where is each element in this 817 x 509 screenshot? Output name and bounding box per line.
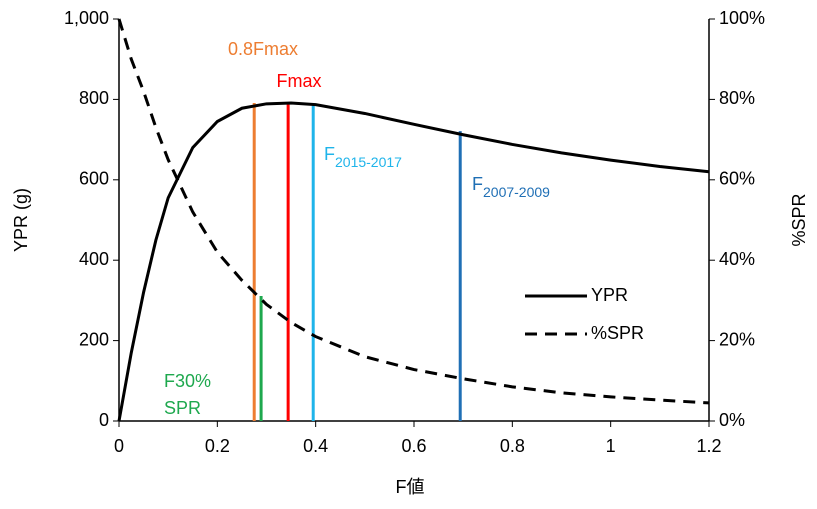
y-axis-label: YPR (g) <box>11 188 31 252</box>
x-axis-label: F値 <box>396 477 425 497</box>
marker-label-main: F <box>324 144 335 164</box>
legend-label: YPR <box>591 285 628 305</box>
y-tick-label: 600 <box>79 169 109 189</box>
series-line <box>117 101 710 422</box>
y2-tick-label: 100% <box>719 8 765 28</box>
marker-label: F2015-2017 <box>324 144 402 170</box>
marker-label-main: Fmax <box>277 71 322 91</box>
marker-label: F2007-2009 <box>472 174 550 200</box>
series-line <box>117 18 710 405</box>
x-tick-label: 1 <box>606 436 616 456</box>
marker-label-main: F30% <box>164 371 211 391</box>
x-tick-label: 0.4 <box>303 436 328 456</box>
marker-label-main: F <box>472 174 483 194</box>
y2-tick-label: 60% <box>719 169 755 189</box>
marker-label: 0.8Fmax <box>228 39 298 59</box>
marker-label-sub: 2015-2017 <box>335 154 402 170</box>
y2-tick-label: 0% <box>719 410 745 430</box>
y-tick-label: 800 <box>79 88 109 108</box>
x-tick-label: 0.2 <box>205 436 230 456</box>
y-tick-label: 200 <box>79 329 109 349</box>
x-tick-label: 0.8 <box>500 436 525 456</box>
y-tick-label: 1,000 <box>64 8 109 28</box>
marker-label-main: 0.8Fmax <box>228 39 298 59</box>
marker-label-sub: 2007-2009 <box>483 184 550 200</box>
marker-label: Fmax <box>277 71 322 91</box>
y-tick-label: 400 <box>79 249 109 269</box>
y2-tick-label: 80% <box>719 88 755 108</box>
y-tick-label: 0 <box>99 410 109 430</box>
marker-label-line2: SPR <box>164 398 201 418</box>
y2-axis-label: %SPR <box>789 193 809 246</box>
x-tick-label: 0.6 <box>401 436 426 456</box>
y2-tick-label: 20% <box>719 329 755 349</box>
x-tick-label: 1.2 <box>696 436 721 456</box>
marker-label: F30% <box>164 371 211 391</box>
y2-tick-label: 40% <box>719 249 755 269</box>
x-tick-label: 0 <box>114 436 124 456</box>
legend-label: %SPR <box>591 323 644 343</box>
